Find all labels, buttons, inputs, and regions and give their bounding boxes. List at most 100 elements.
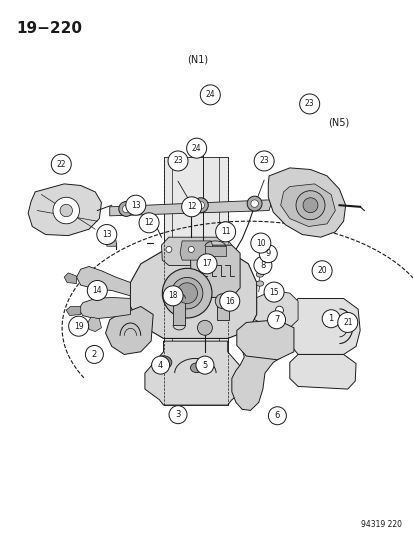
Circle shape — [197, 320, 212, 335]
Circle shape — [69, 316, 88, 336]
Circle shape — [253, 256, 271, 274]
Circle shape — [181, 197, 201, 217]
Circle shape — [200, 85, 220, 105]
Circle shape — [267, 311, 285, 329]
Circle shape — [311, 261, 331, 281]
Polygon shape — [78, 297, 130, 319]
Polygon shape — [254, 290, 297, 328]
Text: 24: 24 — [191, 144, 201, 152]
Circle shape — [299, 94, 319, 114]
Circle shape — [254, 151, 273, 171]
Circle shape — [51, 154, 71, 174]
Circle shape — [193, 198, 208, 213]
Circle shape — [186, 138, 206, 158]
Text: 16: 16 — [224, 297, 234, 305]
Circle shape — [259, 245, 277, 263]
Text: 10: 10 — [255, 239, 265, 247]
Polygon shape — [231, 309, 297, 410]
Circle shape — [168, 151, 188, 171]
Circle shape — [195, 356, 214, 374]
Circle shape — [119, 201, 133, 216]
Circle shape — [337, 312, 357, 333]
Text: 9: 9 — [265, 249, 270, 258]
Circle shape — [321, 310, 339, 328]
Ellipse shape — [256, 281, 263, 286]
Circle shape — [219, 291, 239, 311]
Text: 22: 22 — [57, 160, 66, 168]
Polygon shape — [180, 241, 213, 260]
Ellipse shape — [190, 363, 202, 373]
Circle shape — [176, 283, 197, 303]
Polygon shape — [161, 237, 231, 265]
Text: 8: 8 — [260, 261, 265, 270]
Polygon shape — [28, 184, 101, 236]
Polygon shape — [280, 184, 335, 227]
Circle shape — [250, 200, 258, 207]
Polygon shape — [236, 320, 293, 360]
Text: 18: 18 — [168, 292, 177, 300]
Circle shape — [126, 195, 145, 215]
Circle shape — [343, 322, 351, 330]
Circle shape — [87, 280, 107, 301]
Text: 1: 1 — [328, 314, 333, 323]
Text: 17: 17 — [202, 260, 211, 268]
Polygon shape — [216, 301, 228, 320]
Text: 24: 24 — [205, 91, 215, 99]
Text: 3: 3 — [175, 410, 180, 419]
Polygon shape — [268, 168, 345, 237]
Text: 23: 23 — [173, 157, 183, 165]
Text: 2: 2 — [92, 350, 97, 359]
Circle shape — [295, 191, 324, 220]
Circle shape — [215, 294, 230, 309]
Circle shape — [60, 204, 72, 217]
Text: 94319 220: 94319 220 — [360, 520, 401, 529]
Text: 12: 12 — [187, 203, 196, 211]
Text: 7: 7 — [273, 316, 278, 324]
Text: 23: 23 — [304, 100, 314, 108]
Text: 20: 20 — [316, 266, 326, 275]
Polygon shape — [190, 245, 240, 297]
Polygon shape — [66, 306, 81, 316]
Circle shape — [122, 205, 130, 213]
Circle shape — [162, 268, 211, 318]
Circle shape — [275, 306, 283, 314]
Text: 23: 23 — [259, 157, 268, 165]
Text: 14: 14 — [92, 286, 102, 295]
Circle shape — [139, 213, 159, 233]
Circle shape — [163, 286, 183, 306]
Text: 13: 13 — [102, 230, 112, 239]
Polygon shape — [88, 317, 101, 332]
Polygon shape — [173, 298, 185, 325]
Circle shape — [171, 277, 202, 309]
Text: 6: 6 — [274, 411, 279, 420]
Circle shape — [197, 254, 216, 274]
Ellipse shape — [256, 263, 263, 268]
Circle shape — [169, 406, 187, 424]
Text: 19−220: 19−220 — [17, 21, 82, 36]
Text: 13: 13 — [131, 201, 140, 209]
Polygon shape — [288, 298, 359, 354]
Polygon shape — [105, 306, 153, 354]
Circle shape — [53, 197, 79, 224]
Polygon shape — [204, 246, 225, 256]
Circle shape — [166, 246, 171, 253]
Polygon shape — [109, 200, 271, 216]
Polygon shape — [145, 341, 246, 405]
Circle shape — [197, 201, 204, 209]
Text: 12: 12 — [144, 219, 153, 227]
Circle shape — [97, 224, 116, 245]
Circle shape — [151, 356, 169, 374]
Polygon shape — [163, 157, 227, 405]
Circle shape — [85, 345, 103, 364]
Polygon shape — [107, 240, 116, 246]
Polygon shape — [64, 273, 76, 284]
Text: 4: 4 — [158, 361, 163, 369]
Text: (N5): (N5) — [327, 118, 349, 127]
Circle shape — [263, 282, 283, 302]
Text: 15: 15 — [268, 288, 278, 296]
Polygon shape — [76, 266, 130, 296]
Polygon shape — [130, 251, 256, 338]
Text: 21: 21 — [342, 318, 351, 327]
Circle shape — [302, 198, 317, 213]
Text: 19: 19 — [74, 322, 83, 330]
